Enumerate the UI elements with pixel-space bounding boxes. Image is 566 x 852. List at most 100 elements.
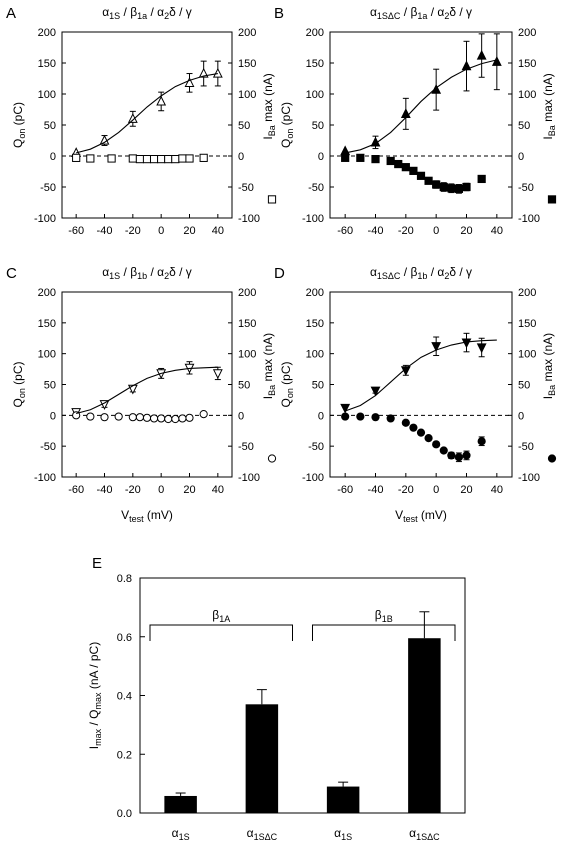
fit-curve <box>76 72 218 154</box>
text-part: α <box>370 265 377 279</box>
text-part: α <box>334 826 341 840</box>
circle-marker <box>114 412 123 421</box>
circle-marker <box>341 412 350 421</box>
square-marker <box>432 180 441 189</box>
y2-tick-label: 100 <box>518 349 536 361</box>
triangle-marker <box>99 400 110 410</box>
y-tick-label: 0 <box>50 151 56 163</box>
panel-label: D <box>274 265 285 282</box>
circle-marker <box>157 414 166 423</box>
text-part: V <box>121 508 129 522</box>
text-part: (nA / pC) <box>87 642 101 693</box>
subscript: 2 <box>164 11 169 21</box>
x-tick-label: -60 <box>337 225 353 237</box>
x-tick-label: -20 <box>125 225 141 237</box>
y-tick-label: -50 <box>40 182 56 194</box>
y-tick-label: -100 <box>34 213 56 225</box>
error-bar <box>338 781 349 787</box>
legend-symbol <box>267 454 277 463</box>
square-marker <box>462 182 471 192</box>
subscript: test <box>129 514 144 524</box>
plot-frame <box>329 31 513 219</box>
circle-marker <box>432 440 441 449</box>
y2-axis-label: IBa max (nA) <box>261 333 277 399</box>
square-marker <box>185 154 194 163</box>
fit-curve <box>344 339 497 412</box>
y-tick-label: 0.8 <box>117 573 132 585</box>
x-tick-label: 40 <box>491 484 503 496</box>
x-axis-label: Vtest (mV) <box>121 508 173 524</box>
y-tick-label: 100 <box>38 89 56 101</box>
bar <box>408 638 441 813</box>
text-part: α <box>370 5 377 19</box>
subscript: max <box>93 728 103 746</box>
y-tick-label: 0 <box>50 410 56 422</box>
circle-marker <box>454 453 464 462</box>
circle-marker <box>477 437 486 446</box>
subscript: 1b <box>137 271 147 281</box>
chart-title: α1SΔC / β1a / α2δ / γ <box>370 5 472 21</box>
text-part: α <box>102 5 109 19</box>
legend-symbol <box>547 454 557 463</box>
y2-tick-label: 50 <box>518 120 530 132</box>
circle-marker <box>164 414 173 424</box>
triangle-marker <box>491 56 502 66</box>
plot-frame <box>329 291 513 478</box>
y2-tick-label: 150 <box>238 318 256 330</box>
circle-marker <box>447 451 456 460</box>
text-part: (pC) <box>11 361 25 388</box>
triangle-marker <box>99 134 110 145</box>
subscript: 1b <box>417 271 427 281</box>
triangle-marker <box>476 343 487 354</box>
square-marker <box>199 153 208 162</box>
square-marker <box>416 171 426 180</box>
text-part: δ / γ <box>449 265 472 279</box>
error-bar <box>175 792 186 796</box>
y-tick-label: 150 <box>38 58 56 70</box>
circle-marker <box>199 410 208 419</box>
y2-tick-label: -100 <box>238 213 260 225</box>
text-part: (pC) <box>11 102 25 129</box>
circle-marker <box>416 428 426 437</box>
legend-symbol <box>267 195 277 204</box>
x-tick-label: α1SΔC <box>409 826 440 842</box>
y-tick-label: -100 <box>34 472 56 484</box>
text-part: I <box>541 136 555 139</box>
subscript: on <box>17 388 27 398</box>
circle-marker <box>439 446 448 455</box>
legend-symbol <box>547 195 557 204</box>
square-marker <box>178 154 187 163</box>
x-tick-label: 0 <box>433 225 439 237</box>
y2-tick-label: 100 <box>518 89 536 101</box>
panel-label: A <box>6 5 16 22</box>
y2-tick-label: 50 <box>238 120 250 132</box>
y2-tick-label: 200 <box>238 27 256 39</box>
text-part: / Q <box>87 710 101 729</box>
y-tick-label: -100 <box>302 472 324 484</box>
subscript: on <box>17 129 27 139</box>
triangle-marker <box>476 49 487 60</box>
y2-axis-label: IBa max (nA) <box>541 333 557 399</box>
x-tick-label: α1S <box>172 826 190 842</box>
panel-label: C <box>6 265 17 282</box>
y2-tick-label: 0 <box>518 410 524 422</box>
triangle-marker <box>212 369 223 380</box>
text-part: (pC) <box>279 102 293 129</box>
square-marker <box>171 155 180 164</box>
circle-marker <box>371 413 380 422</box>
x-tick-label: -40 <box>97 225 113 237</box>
circle-marker <box>462 451 471 460</box>
circle-marker <box>86 412 95 421</box>
x-tick-label: α1S <box>334 826 352 842</box>
chart-title: α1S / β1b / α2δ / γ <box>102 265 192 281</box>
y2-tick-label: 0 <box>238 151 244 163</box>
y-tick-label: -50 <box>308 441 324 453</box>
y2-tick-label: 100 <box>238 89 256 101</box>
subscript: test <box>403 514 418 524</box>
square-marker <box>424 176 433 185</box>
circle-marker <box>142 413 152 422</box>
subscript: 2 <box>444 11 449 21</box>
text-part: α <box>102 265 109 279</box>
square-marker <box>72 153 81 162</box>
x-tick-label: -60 <box>337 484 353 496</box>
